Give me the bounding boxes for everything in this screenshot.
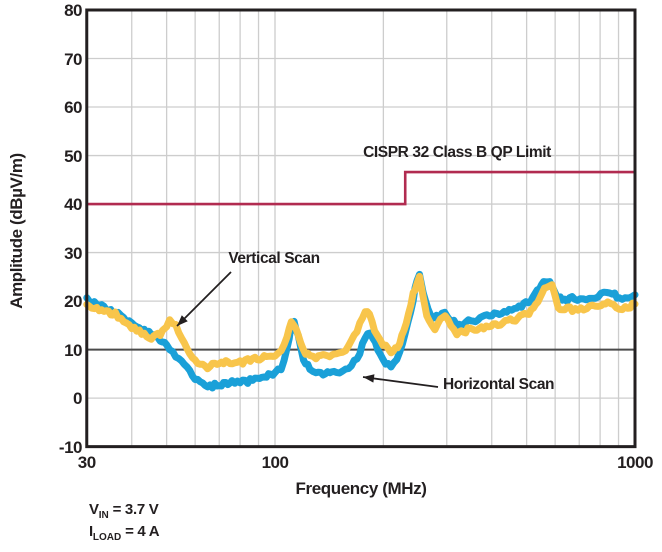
trace-horizontal-scan xyxy=(83,270,639,392)
annotation-arrows xyxy=(176,271,439,388)
vin-symbol: V xyxy=(89,501,99,518)
y-tick-0: 0 xyxy=(73,389,82,409)
iload-value: = 4 A xyxy=(121,523,160,540)
y-tick-60: 60 xyxy=(64,98,82,118)
trace-vertical-scan xyxy=(83,272,639,373)
y-tick-80: 80 xyxy=(64,1,82,20)
gridlines xyxy=(86,10,635,447)
x-tick-1000: 1000 xyxy=(617,453,653,472)
scan-traces xyxy=(83,270,639,392)
y-tick-20: 20 xyxy=(64,292,82,312)
plot-frame xyxy=(85,8,637,449)
vin-subscript: IN xyxy=(98,510,109,521)
x-tick-30: 30 xyxy=(77,453,96,472)
cispr-limit-line xyxy=(86,170,635,206)
y-tick-70: 70 xyxy=(64,49,82,69)
vin-value: = 3.7 V xyxy=(108,501,159,518)
y-tick-40: 40 xyxy=(64,195,82,215)
y-tick-50: 50 xyxy=(64,146,82,166)
iload-subscript: LOAD xyxy=(92,532,122,543)
x-axis-title: Frequency (MHz) xyxy=(295,479,427,498)
y-tick--10: -10 xyxy=(58,437,83,457)
iload-symbol: I xyxy=(89,523,93,540)
y-tick-30: 30 xyxy=(64,243,82,263)
y-axis-title: Amplitude (dBµV/m) xyxy=(7,153,26,309)
condition-iload: ILOAD = 4 A xyxy=(89,523,160,543)
horizontal-scan-label: Horizontal Scan xyxy=(443,376,555,393)
condition-vin: VIN = 3.7 V xyxy=(89,501,159,521)
y-tick-10: 10 xyxy=(64,340,82,360)
x-tick-100: 100 xyxy=(261,453,289,472)
cispr-limit-label: CISPR 32 Class B QP Limit xyxy=(363,144,551,161)
vertical-scan-label: Vertical Scan xyxy=(228,250,320,267)
